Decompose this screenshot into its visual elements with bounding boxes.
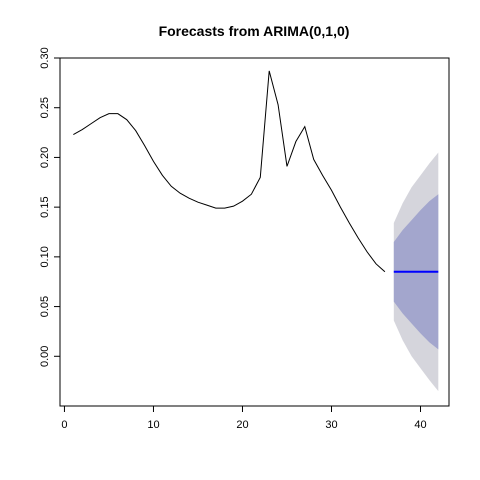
- y-tick-label: 0.00: [39, 346, 51, 367]
- x-tick-label: 30: [325, 419, 337, 431]
- observed-series-line: [73, 70, 386, 273]
- y-tick-label: 0.20: [39, 147, 51, 168]
- x-tick-label: 40: [414, 419, 426, 431]
- y-tick-label: 0.30: [39, 47, 51, 68]
- x-axis: 0 10 20 30 40: [61, 405, 427, 431]
- plot-area: [59, 57, 450, 407]
- y-tick-label: 0.15: [39, 196, 51, 217]
- x-tick-label: 10: [147, 419, 159, 431]
- x-tick-label: 20: [236, 419, 248, 431]
- y-tick-label: 0.05: [39, 296, 51, 317]
- y-axis: 0.00 0.05 0.10 0.15 0.20 0.25 0.30: [39, 47, 61, 367]
- y-tick-label: 0.10: [39, 246, 51, 267]
- series-layer: [73, 70, 439, 273]
- y-tick-label: 0.25: [39, 97, 51, 118]
- chart-title: Forecasts from ARIMA(0,1,0): [159, 23, 350, 39]
- x-tick-label: 0: [61, 419, 67, 431]
